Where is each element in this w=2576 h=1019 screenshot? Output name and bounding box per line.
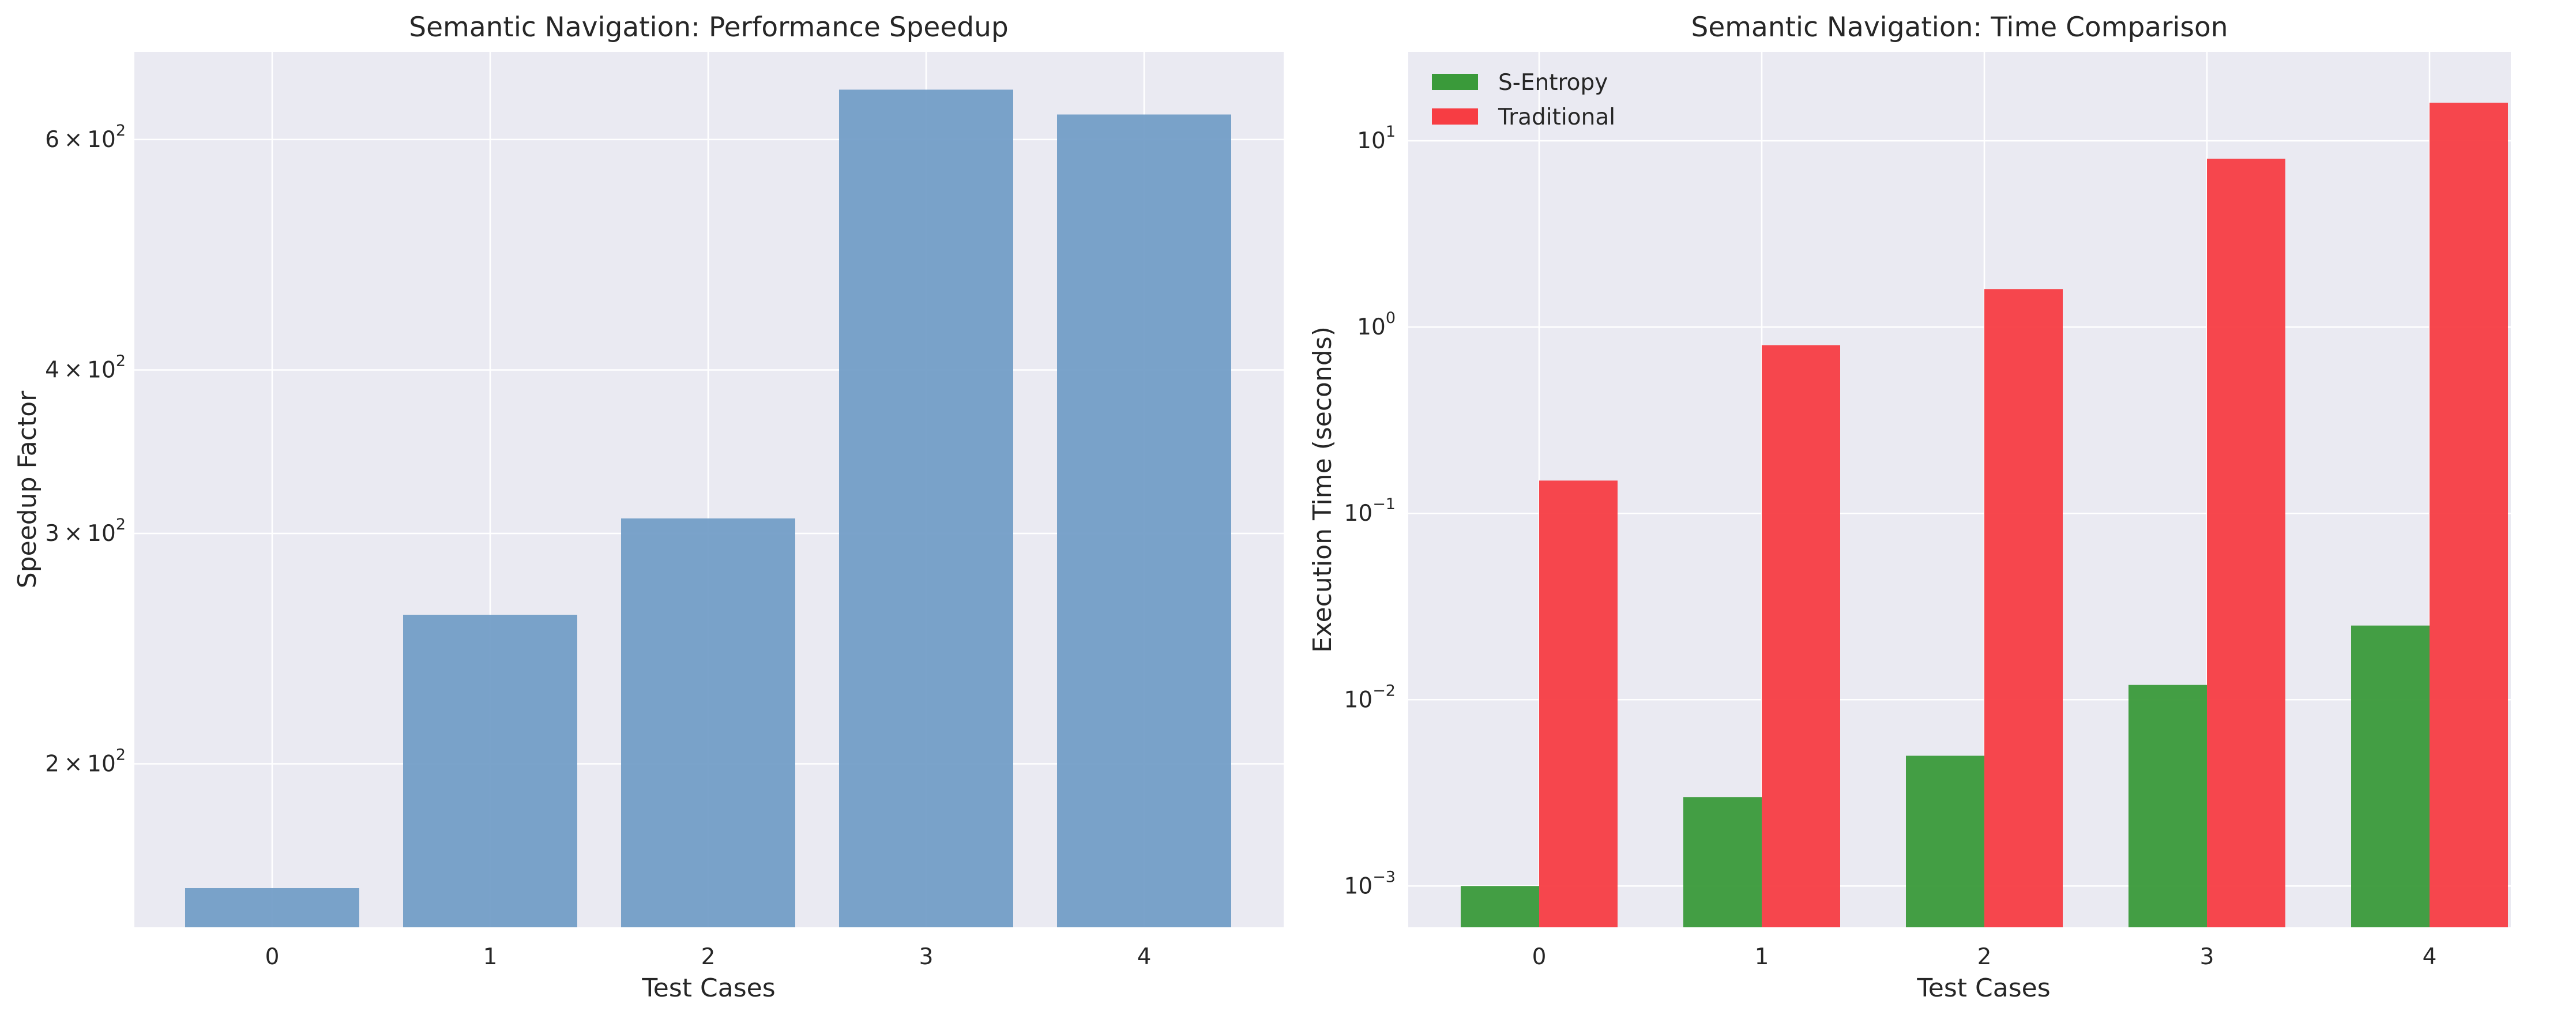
time-bar-s-entropy-2	[1906, 755, 1984, 927]
time-bar-traditional-4	[2430, 103, 2508, 928]
time-x-ticks: 0 1 2 3 4	[1532, 944, 2437, 970]
time-bar-s-entropy-4	[2351, 625, 2430, 927]
speedup-y-axis-label: Speedup Factor	[13, 390, 42, 588]
time-bar-traditional-1	[1762, 345, 1840, 927]
speedup-bar-1	[403, 614, 577, 927]
time-bar-s-entropy-3	[2129, 685, 2207, 927]
time-bar-traditional-0	[1539, 480, 1618, 927]
legend-swatch-traditional	[1432, 108, 1478, 125]
speedup-x-tick-label: 4	[1137, 944, 1152, 970]
speedup-x-ticks: 0 1 2 3 4	[265, 944, 1152, 970]
speedup-chart-title: Semantic Navigation: Performance Speedup	[409, 12, 1008, 43]
time-x-tick-label: 1	[1755, 944, 1769, 970]
legend-swatch-s-entropy	[1432, 74, 1478, 90]
time-x-tick-label: 2	[1977, 944, 1992, 970]
time-y-tick-label: 10−1	[1344, 495, 1396, 527]
speedup-x-tick-label: 1	[483, 944, 498, 970]
time-y-tick-label: 101	[1357, 123, 1396, 154]
time-x-tick-label: 4	[2423, 944, 2437, 970]
time-y-tick-label: 10−3	[1344, 868, 1396, 899]
speedup-bar-3	[839, 89, 1013, 928]
speedup-x-axis-label: Test Cases	[641, 973, 775, 1003]
time-y-tick-label: 10−2	[1344, 682, 1396, 713]
speedup-bar-2	[621, 518, 795, 927]
speedup-x-tick-label: 3	[919, 944, 934, 970]
speedup-y-ticks: 2 × 102 3 × 102 4 × 102 6 × 102	[45, 122, 126, 777]
time-x-tick-label: 0	[1532, 944, 1547, 970]
time-comparison-chart: 0 1 2 3 4 10−3 10−2 10−1 100 101 Semantic Naviga…	[1308, 12, 2511, 1003]
time-bar-s-entropy-1	[1683, 797, 1762, 927]
speedup-chart: 0 1 2 3 4 2 × 102 3 × 102 4 × 102 6 × 102 Seman…	[13, 12, 1284, 1003]
speedup-y-tick-label: 6 × 102	[45, 122, 126, 153]
speedup-y-tick-label: 4 × 102	[45, 352, 126, 383]
time-bars	[1461, 103, 2508, 928]
speedup-bar-4	[1057, 114, 1231, 928]
time-y-tick-label: 100	[1357, 309, 1396, 340]
speedup-bars	[185, 89, 1231, 928]
time-y-ticks: 10−3 10−2 10−1 100 101	[1344, 123, 1396, 899]
speedup-y-tick-label: 2 × 102	[45, 746, 126, 777]
time-legend: S-Entropy Traditional	[1432, 70, 1615, 130]
speedup-x-tick-label: 0	[265, 944, 280, 970]
speedup-bar-0	[185, 888, 359, 927]
legend-label-traditional: Traditional	[1498, 104, 1615, 130]
time-y-axis-label: Execution Time (seconds)	[1308, 326, 1337, 653]
time-x-axis-label: Test Cases	[1916, 973, 2050, 1003]
legend-label-s-entropy: S-Entropy	[1498, 70, 1608, 96]
speedup-x-tick-label: 2	[701, 944, 716, 970]
time-chart-title: Semantic Navigation: Time Comparison	[1691, 12, 2228, 43]
time-bar-traditional-3	[2207, 159, 2285, 927]
speedup-y-tick-label: 3 × 102	[45, 516, 126, 547]
time-bar-s-entropy-0	[1461, 886, 1539, 927]
time-x-tick-label: 3	[2200, 944, 2214, 970]
time-bar-traditional-2	[1984, 289, 2063, 928]
